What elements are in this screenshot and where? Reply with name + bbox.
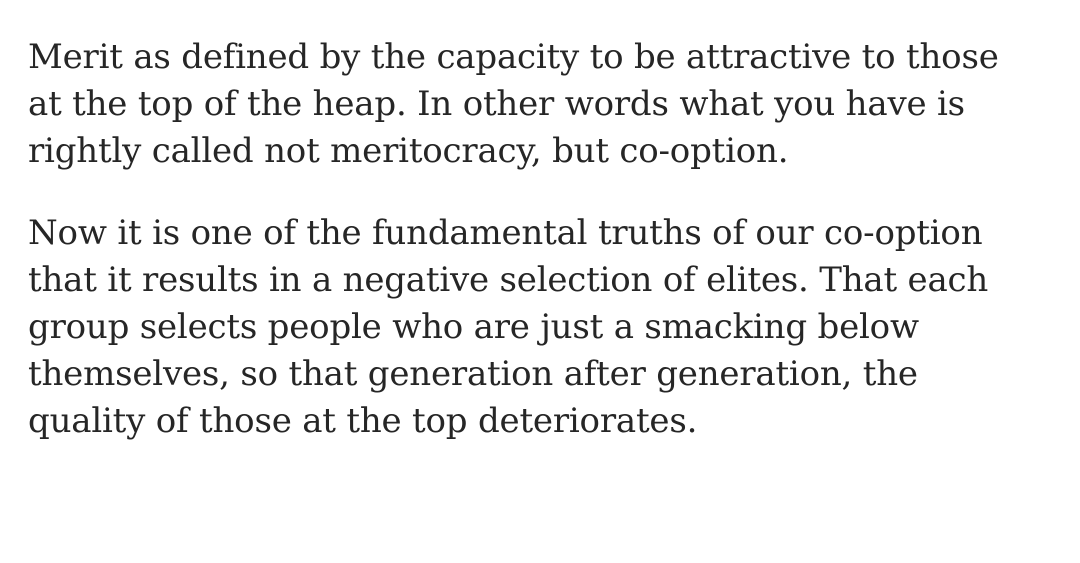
text-line: that it results in a negative selection … [28, 260, 989, 300]
text-line: group selects people who are just a smac… [28, 307, 919, 347]
text-line: quality of those at the top deteriorates… [28, 401, 698, 441]
paragraph-2: Now it is one of the fundamental truths … [28, 210, 1068, 445]
text-line: Now it is one of the fundamental truths … [28, 213, 983, 253]
text-line: rightly called not meritocracy, but co-o… [28, 131, 789, 171]
text-line: Merit as defined by the capacity to be a… [28, 37, 999, 77]
text-line: themselves, so that generation after gen… [28, 354, 918, 394]
paragraph-1: Merit as defined by the capacity to be a… [28, 34, 1068, 175]
text-line: at the top of the heap. In other words w… [28, 84, 965, 124]
article-body: Merit as defined by the capacity to be a… [28, 34, 1068, 445]
